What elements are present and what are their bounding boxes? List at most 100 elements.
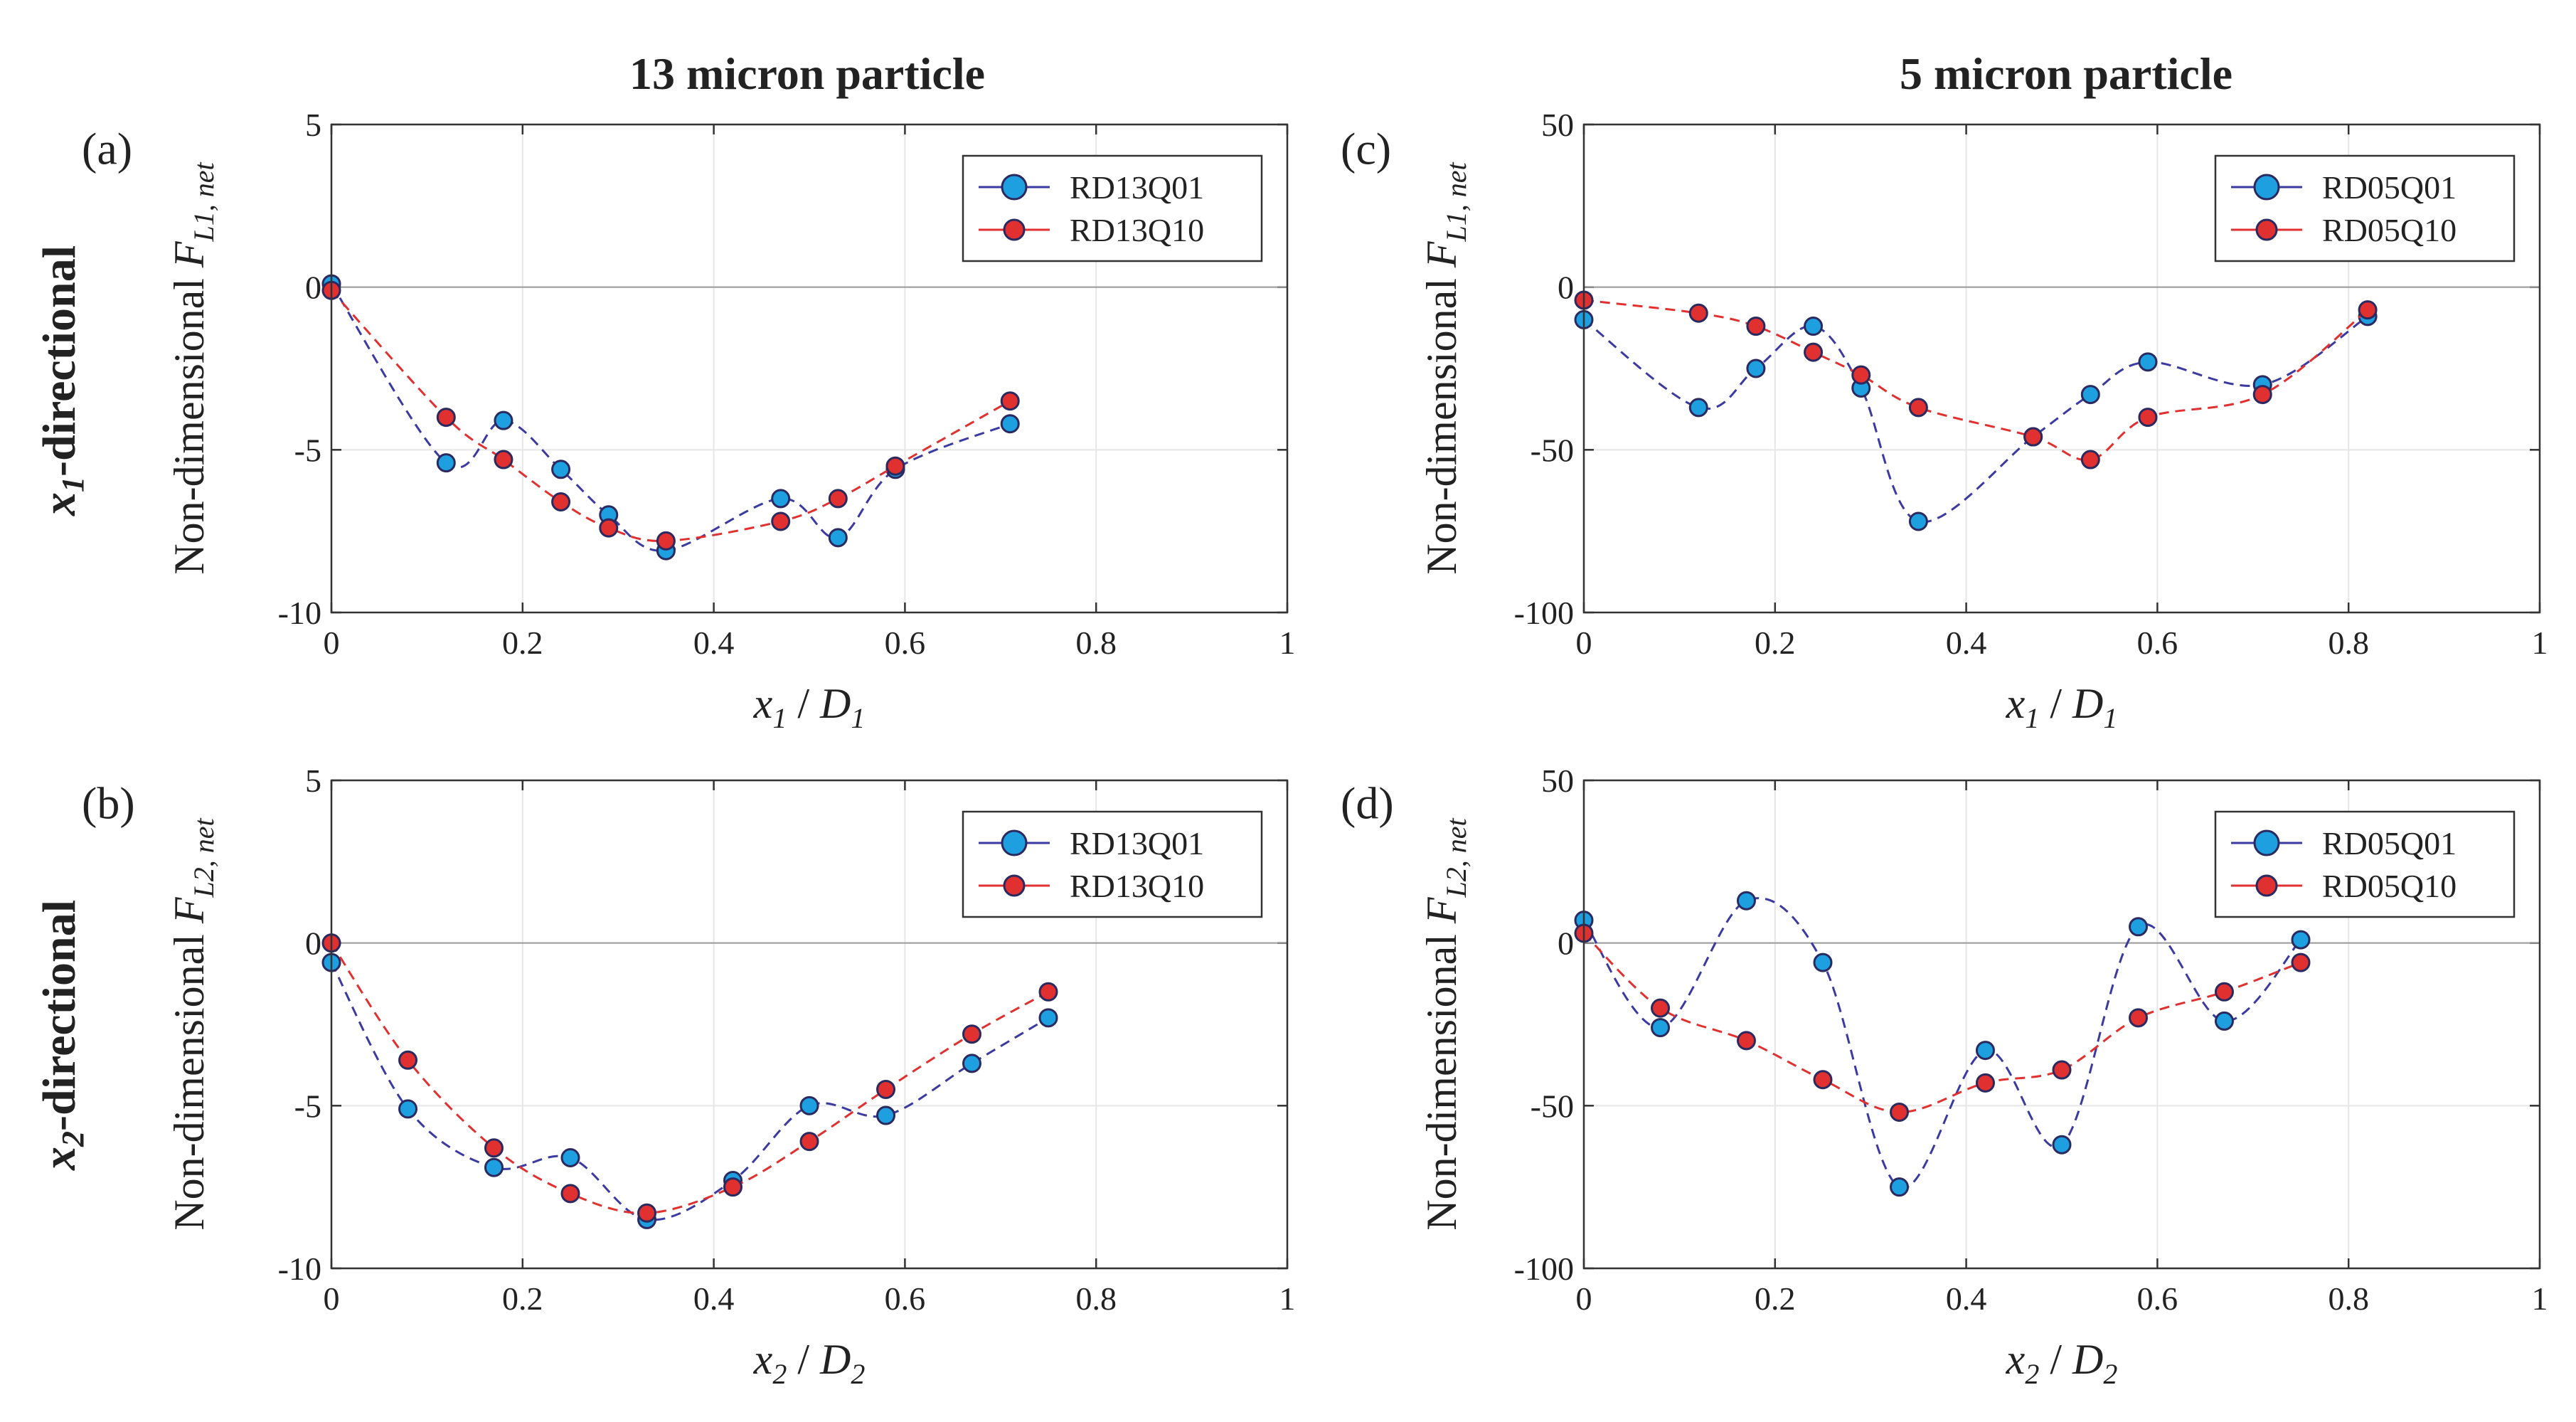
data-point-RD13Q10 — [551, 492, 571, 512]
x-tick-label: 1 — [2532, 625, 2548, 661]
series-line-RD05Q10 — [1582, 932, 2301, 1114]
x-tick-label: 0.6 — [2137, 625, 2178, 661]
legend-marker — [2253, 174, 2280, 201]
y-axis-label: Non-dimensional FL2, net — [166, 817, 220, 1230]
y-tick-label: 0 — [305, 270, 321, 306]
data-point-RD05Q01 — [1651, 1018, 1671, 1038]
plot-frame — [330, 779, 1289, 1270]
y-axis-label: Non-dimensional FL1, net — [1418, 161, 1472, 574]
data-point-RD05Q01 — [1890, 1177, 1910, 1197]
row-title-sub: 1 — [55, 477, 90, 492]
data-point-RD05Q10 — [1813, 1070, 1833, 1090]
legend: RD05Q01 RD05Q10 — [2214, 154, 2516, 262]
data-point-RD05Q10 — [1851, 365, 1871, 385]
x-tick-label: 0 — [324, 625, 340, 661]
data-point-RD13Q10 — [484, 1138, 504, 1158]
y-tick-label: 50 — [1541, 763, 1574, 799]
y-tick-label: -10 — [278, 595, 321, 631]
x-tick-label: 0.8 — [2328, 1280, 2369, 1317]
data-point-RD05Q10 — [1746, 317, 1766, 336]
data-point-RD13Q01 — [828, 528, 848, 548]
data-point-RD05Q01 — [2052, 1135, 2072, 1155]
panel-c: (c) 0 0.2 0.4 0.6 0.8 1 -100 -50 0 50 RD05Q01 RD05Q1… — [1341, 107, 2548, 734]
data-point-RD13Q01 — [771, 489, 791, 509]
x-tick-label: 0.6 — [885, 1280, 926, 1317]
svg-text:x1-directional: x1-directional — [33, 245, 90, 516]
series-line-RD13Q01 — [330, 962, 1049, 1221]
legend-marker — [1003, 218, 1026, 241]
y-tick-label: -5 — [294, 432, 321, 468]
data-point-RD13Q01 — [799, 1095, 819, 1115]
x-axis-label: x1 / D1 — [2006, 680, 2118, 734]
x-tick-label: 0.6 — [885, 625, 926, 661]
panel-d: (d) 0 0.2 0.4 0.6 0.8 1 -100 -50 0 50 RD05Q01 RD05Q1… — [1341, 763, 2548, 1390]
data-point-RD05Q01 — [2291, 930, 2311, 950]
svg-text:Non-dimensional FL2, net: Non-dimensional FL2, net — [1418, 817, 1472, 1230]
series-line-RD05Q01 — [1582, 897, 2302, 1189]
data-point-RD13Q01 — [551, 460, 571, 479]
data-point-RD13Q10 — [1038, 982, 1058, 1002]
data-point-RD05Q10 — [2138, 408, 2158, 428]
y-tick-label: -10 — [278, 1251, 321, 1287]
data-point-RD05Q01 — [1975, 1041, 1995, 1061]
svg-text:Non-dimensional FL2, net: Non-dimensional FL2, net — [166, 817, 220, 1230]
x-axis-label: x2 / D2 — [753, 1336, 866, 1390]
data-point-RD13Q01 — [494, 410, 513, 430]
data-point-RD05Q10 — [1890, 1102, 1910, 1122]
y-tick-label: 0 — [305, 925, 321, 962]
legend-label: RD05Q01 — [2322, 825, 2457, 861]
data-point-RD05Q10 — [2252, 385, 2272, 405]
plot-frame — [330, 123, 1289, 614]
row-title-var: x — [33, 1147, 85, 1171]
data-point-RD05Q01 — [1813, 953, 1833, 972]
y-tick-label: -50 — [1531, 1088, 1574, 1124]
column-title-right: 5 micron particle — [1900, 48, 2232, 99]
data-point-RD13Q10 — [398, 1050, 418, 1070]
data-point-RD13Q01 — [1038, 1008, 1058, 1028]
data-point-RD05Q10 — [1975, 1073, 1995, 1093]
data-point-RD13Q10 — [637, 1203, 657, 1223]
y-tick-label: -50 — [1531, 432, 1574, 468]
data-point-RD05Q01 — [1746, 359, 1766, 378]
data-point-RD13Q01 — [1000, 414, 1020, 434]
y-tick-label: 5 — [305, 763, 321, 799]
x-tick-label: 1 — [1279, 1280, 1296, 1317]
data-point-RD05Q01 — [1908, 511, 1928, 531]
data-point-RD05Q10 — [2080, 450, 2100, 469]
x-tick-label: 0.6 — [2137, 1280, 2178, 1317]
series-line-RD13Q01 — [330, 283, 1011, 552]
data-point-RD05Q10 — [1688, 303, 1708, 323]
panel-a: (a) 0 0.2 0.4 0.6 0.8 1 -10 -5 0 5 RD13Q01 RD13Q10 x1… — [82, 107, 1296, 734]
y-tick-label: 5 — [305, 107, 321, 143]
legend: RD05Q01 RD05Q10 — [2214, 810, 2516, 918]
x-tick-label: 0.4 — [693, 625, 735, 661]
data-point-RD05Q10 — [2023, 427, 2043, 447]
data-point-RD05Q10 — [1651, 998, 1671, 1018]
legend-box — [2214, 810, 2516, 918]
y-tick-label: -100 — [1514, 595, 1574, 631]
data-point-RD05Q01 — [1688, 398, 1708, 418]
series-line-RD13Q10 — [330, 290, 1011, 542]
legend-label: RD05Q10 — [2322, 212, 2457, 248]
data-point-RD05Q10 — [2129, 1008, 2149, 1028]
data-point-RD05Q01 — [2080, 385, 2100, 405]
data-point-RD13Q10 — [656, 531, 676, 551]
data-point-RD13Q01 — [398, 1099, 418, 1119]
panel-label: (d) — [1341, 778, 1394, 829]
panel-label: (b) — [82, 778, 135, 829]
x-tick-label: 1 — [1279, 625, 1296, 661]
data-point-RD13Q10 — [771, 511, 791, 531]
legend-label: RD13Q10 — [1070, 212, 1204, 248]
y-tick-label: 0 — [1558, 925, 1574, 962]
data-point-RD13Q01 — [560, 1148, 580, 1168]
legend-label: RD13Q10 — [1070, 868, 1204, 904]
data-point-RD13Q10 — [560, 1184, 580, 1204]
x-axis-label: x1 / D1 — [753, 680, 866, 734]
data-point-RD05Q10 — [1908, 398, 1928, 418]
panel-b: (b) 0 0.2 0.4 0.6 0.8 1 -10 -5 0 5 RD13Q01 RD13Q10 x2… — [82, 763, 1296, 1390]
x-tick-label: 0.2 — [1755, 1280, 1796, 1317]
legend-label: RD05Q10 — [2322, 868, 2457, 904]
x-tick-label: 0.4 — [1946, 1280, 1987, 1317]
legend-marker — [2253, 829, 2280, 856]
data-point-RD05Q10 — [2291, 953, 2311, 972]
